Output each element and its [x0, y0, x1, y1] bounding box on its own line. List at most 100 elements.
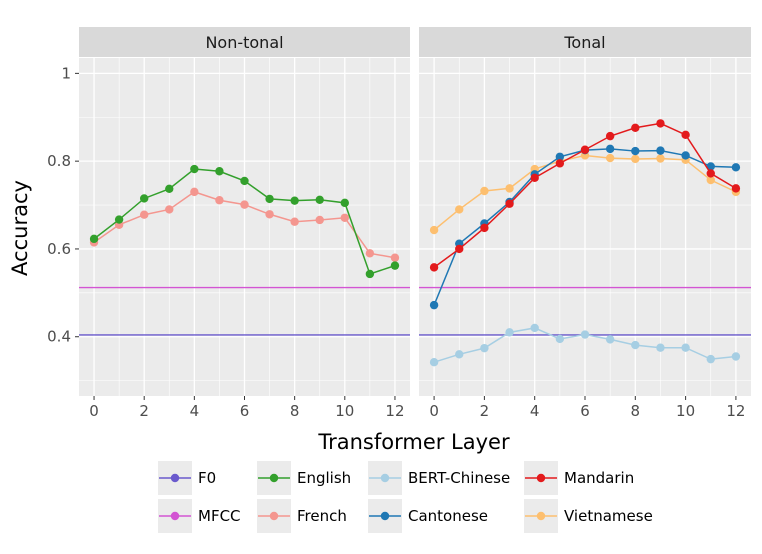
data-point-french [215, 196, 224, 205]
panel-non-tonal: Non-tonal 0 2 4 6 8 10 12 [79, 27, 410, 420]
data-point-bert-chinese [605, 335, 615, 344]
legend-item-cantonese: Cantonese [368, 499, 488, 533]
data-point-vietnamese [429, 225, 439, 235]
strip-tonal [419, 27, 751, 57]
x-tick-label: 0 [89, 402, 99, 420]
legend-label-vietnamese: Vietnamese [564, 507, 653, 525]
x-tick-label: 8 [290, 402, 300, 420]
data-point-cantonese [706, 162, 715, 171]
data-point-bert-chinese [656, 343, 665, 352]
data-point-bert-chinese [631, 340, 640, 350]
data-point-english [89, 234, 99, 244]
x-tick-label: 0 [429, 402, 439, 420]
data-point-english [365, 269, 375, 279]
x-tick-label: 12 [726, 402, 745, 420]
data-point-cantonese [555, 152, 565, 161]
legend-label-f0: F0 [198, 469, 216, 487]
legend-key-point [170, 473, 180, 483]
x-tick-label: 12 [385, 402, 404, 420]
data-point-english [215, 167, 224, 176]
data-point-bert-chinese [580, 330, 590, 339]
facet-panels: Non-tonal 0 2 4 6 8 10 12 Tonal 0 2 4 6 8 10 12 [79, 27, 751, 420]
data-point-bert-chinese [429, 358, 439, 367]
legend-key-point [269, 511, 279, 521]
data-point-mandarin [656, 119, 665, 128]
data-point-mandarin [580, 145, 590, 154]
data-point-french [290, 217, 299, 226]
data-point-cantonese [605, 144, 615, 154]
y-tick-label: 1 [61, 64, 71, 82]
data-point-english [340, 198, 350, 208]
x-tick-label: 2 [139, 402, 149, 420]
y-axis: 0.4 0.6 0.8 1 [47, 64, 79, 346]
legend-item-bert-chinese: BERT-Chinese [368, 461, 510, 495]
data-point-french [165, 205, 174, 214]
data-point-vietnamese [455, 205, 464, 214]
data-point-bert-chinese [530, 323, 539, 333]
data-point-english [315, 195, 324, 204]
data-point-mandarin [631, 123, 640, 132]
data-point-vietnamese [605, 153, 615, 163]
y-tick-label: 0.4 [47, 328, 71, 346]
data-point-mandarin [555, 159, 565, 168]
x-tick-label: 4 [530, 402, 540, 420]
legend-label-mfcc: MFCC [198, 507, 241, 525]
data-point-bert-chinese [731, 352, 741, 361]
data-point-mandarin [530, 173, 539, 183]
strip-label-tonal: Tonal [563, 33, 605, 52]
data-point-english [114, 215, 124, 224]
legend-item-vietnamese: Vietnamese [524, 499, 653, 533]
legend-label-english: English [297, 469, 351, 487]
data-point-cantonese [656, 146, 665, 155]
data-point-bert-chinese [706, 354, 715, 364]
x-tick-label: 6 [240, 402, 250, 420]
data-point-vietnamese [505, 184, 514, 193]
legend-item-french: French [257, 499, 347, 533]
data-point-french [139, 210, 149, 219]
legend-key-point [380, 473, 390, 483]
data-point-english [165, 184, 174, 194]
x-tick-label: 8 [631, 402, 641, 420]
series-bert-chinese-tonal [429, 323, 741, 367]
data-point-vietnamese [656, 154, 665, 163]
data-point-mandarin [429, 263, 439, 272]
x-tick-label: 4 [190, 402, 200, 420]
legend-key-point [536, 473, 546, 483]
data-point-french [240, 200, 249, 209]
data-point-english [190, 164, 199, 174]
data-point-bert-chinese [455, 350, 464, 359]
legend-label-cantonese: Cantonese [408, 507, 488, 525]
data-point-mandarin [455, 244, 464, 254]
data-point-mandarin [505, 199, 514, 208]
data-point-mandarin [605, 131, 615, 141]
data-point-french [190, 187, 199, 197]
data-point-french [390, 253, 400, 262]
data-point-english [290, 196, 299, 205]
legend-item-mfcc: MFCC [158, 499, 241, 533]
x-tick-label: 6 [580, 402, 590, 420]
data-point-french [365, 249, 375, 258]
data-point-french [340, 213, 350, 222]
x-tick-label: 10 [335, 402, 354, 420]
series-english-non-tonal [89, 164, 400, 279]
y-tick-label: 0.6 [47, 240, 71, 258]
data-point-bert-chinese [505, 328, 514, 337]
data-point-bert-chinese [480, 343, 489, 353]
strip-non-tonal [79, 27, 410, 57]
data-point-english [240, 176, 249, 186]
data-point-vietnamese [631, 154, 640, 164]
legend-item-mandarin: Mandarin [524, 461, 634, 495]
data-point-bert-chinese [681, 343, 690, 352]
strip-label-non-tonal: Non-tonal [205, 33, 283, 52]
panel-tonal: Tonal 0 2 4 6 8 10 12 [419, 27, 751, 420]
legend-key-point [536, 511, 546, 521]
legend-key-point [170, 511, 180, 521]
legend-key-point [380, 511, 390, 521]
legend-label-bert-chinese: BERT-Chinese [408, 469, 510, 487]
data-point-cantonese [429, 300, 439, 310]
series-mandarin-tonal [429, 119, 741, 272]
legend-label-french: French [297, 507, 347, 525]
data-point-mandarin [681, 130, 690, 140]
data-point-mandarin [706, 169, 715, 178]
